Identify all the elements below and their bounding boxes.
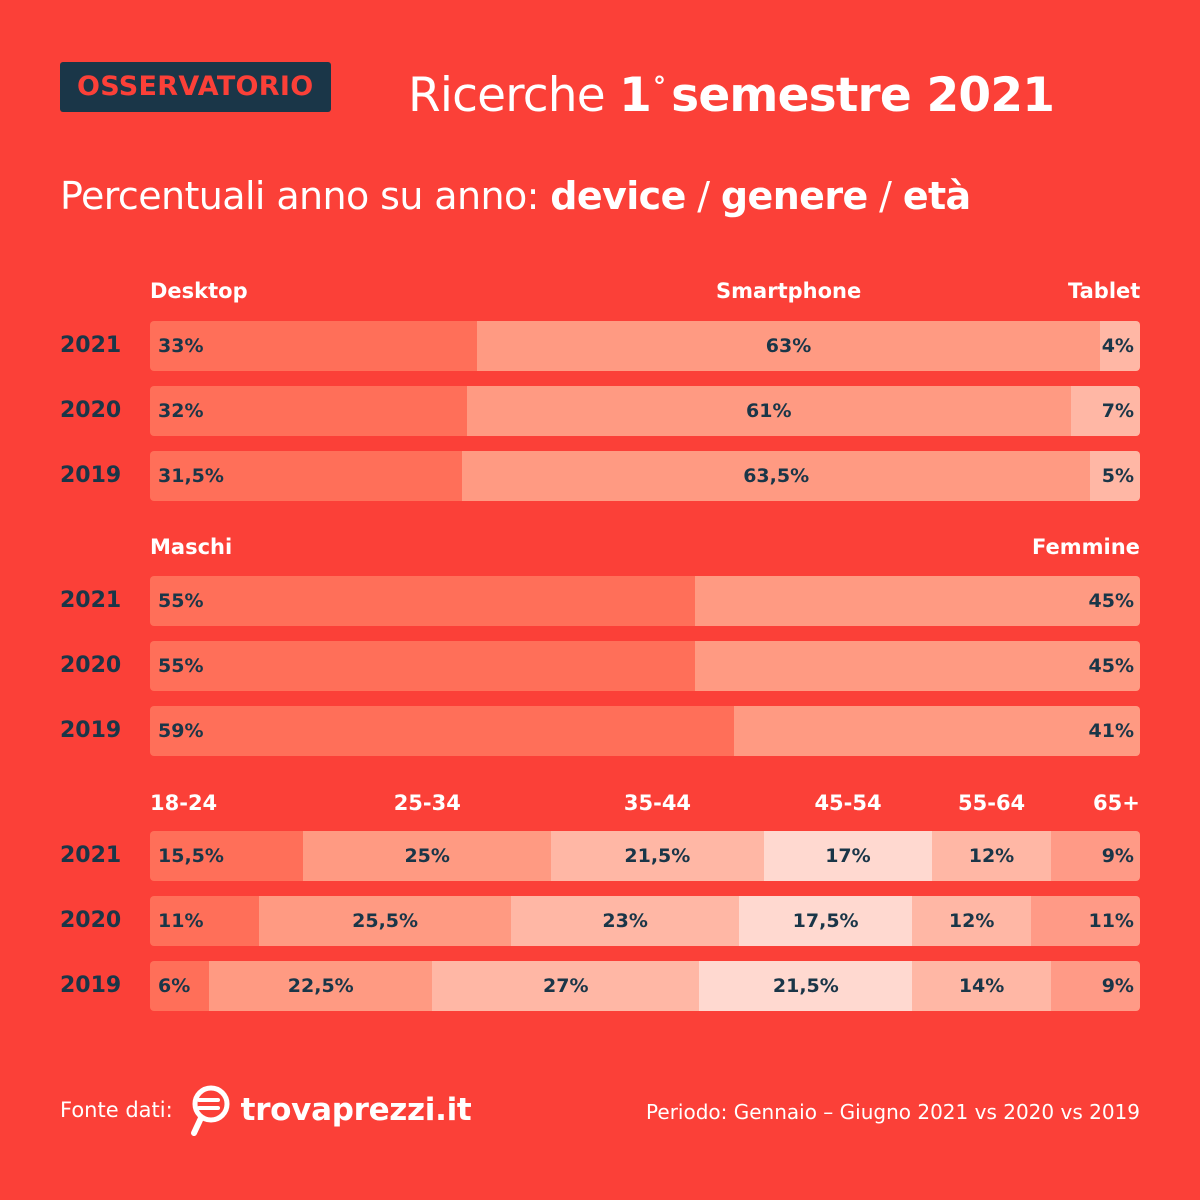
stacked-bar-1-2021: 33% 63% 4% bbox=[150, 321, 1140, 371]
subtitle-sep-2: / bbox=[879, 174, 892, 218]
stacked-bar-2-2020: 55% 45% bbox=[150, 641, 1140, 691]
year-label-2019: 2019 bbox=[60, 973, 122, 998]
page-title: Ricerche 1° semestre 2021 bbox=[408, 52, 1055, 123]
bar-segment-maschi-2019: 59% bbox=[150, 706, 735, 756]
bar-segment-18-24-2021: 15,5% bbox=[150, 831, 304, 881]
bar-segment-55-64-2021: 12% bbox=[932, 831, 1051, 881]
bar-segment-55-64-2020: 12% bbox=[912, 896, 1032, 946]
stacked-bar-3-2019: 6% 22,5% 27% 21,5% 14% 9% bbox=[150, 961, 1140, 1011]
year-label-2021: 2021 bbox=[60, 333, 122, 358]
bar-segment-tablet-2020: 7% bbox=[1070, 386, 1140, 436]
bar-segment-desktop-2020: 32% bbox=[150, 386, 467, 436]
bar-segment-65-2020: 11% bbox=[1031, 896, 1140, 946]
stacked-bar-2-2021: 55% 45% bbox=[150, 576, 1140, 626]
bar-segment-35-44-2021: 21,5% bbox=[550, 831, 764, 881]
bar-segment-18-24-2020: 11% bbox=[150, 896, 259, 946]
stacked-bar-2-2019: 59% 41% bbox=[150, 706, 1140, 756]
bar-segment-tablet-2021: 4% bbox=[1100, 321, 1140, 371]
subtitle-device: device bbox=[550, 174, 686, 218]
bar-segment-18-24-2019: 6% bbox=[150, 961, 210, 1011]
bar-segment-45-54-2020: 17,5% bbox=[739, 896, 913, 946]
legend-tablet: Tablet bbox=[1068, 279, 1141, 303]
bar-segment-45-54-2021: 17% bbox=[763, 831, 933, 881]
brand-name: trovaprezzi.it bbox=[240, 1092, 472, 1128]
legend-25-34: 25-34 bbox=[393, 791, 461, 815]
title-rest: semestre 2021 bbox=[671, 68, 1055, 123]
bar-segment-65-2021: 9% bbox=[1050, 831, 1140, 881]
bar-segment-35-44-2019: 27% bbox=[432, 961, 700, 1011]
bar-segment-55-64-2019: 14% bbox=[912, 961, 1051, 1011]
bar-segment-smartphone-2021: 63% bbox=[476, 321, 1101, 371]
subtitle-eta: età bbox=[902, 174, 971, 218]
bar-segment-65-2019: 9% bbox=[1050, 961, 1140, 1011]
stacked-bar-1-2019: 31,5% 63,5% 5% bbox=[150, 451, 1140, 501]
legend-55-64: 55-64 bbox=[958, 791, 1026, 815]
subtitle-genere: genere bbox=[720, 174, 868, 218]
year-label-2019: 2019 bbox=[60, 463, 122, 488]
year-label-2021: 2021 bbox=[60, 588, 122, 613]
legend-maschi: Maschi bbox=[150, 535, 233, 559]
legend-65: 65+ bbox=[1093, 791, 1140, 815]
trovaprezzi-logo-icon bbox=[190, 1085, 230, 1136]
year-label-2020: 2020 bbox=[60, 653, 122, 678]
subtitle-prefix: Percentuali anno su anno: bbox=[60, 174, 539, 218]
bar-segment-25-34-2020: 25,5% bbox=[258, 896, 512, 946]
bar-segment-femmine-2019: 41% bbox=[734, 706, 1140, 756]
title-degree: ° bbox=[652, 72, 666, 102]
legend-35-44: 35-44 bbox=[623, 791, 692, 815]
legend-desktop: Desktop bbox=[150, 279, 248, 303]
stacked-bar-1-2020: 32% 61% 7% bbox=[150, 386, 1140, 436]
year-label-2020: 2020 bbox=[60, 908, 122, 933]
bar-segment-desktop-2019: 31,5% bbox=[150, 451, 462, 501]
subtitle: Percentuali anno su anno: device / gener… bbox=[60, 166, 971, 226]
source-label: Fonte dati: bbox=[60, 1098, 173, 1122]
bar-segment-smartphone-2020: 61% bbox=[466, 386, 1071, 436]
stacked-bar-3-2020: 11% 25,5% 23% 17,5% 12% 11% bbox=[150, 896, 1140, 946]
bar-segment-femmine-2020: 45% bbox=[694, 641, 1140, 691]
bar-segment-35-44-2020: 23% bbox=[511, 896, 740, 946]
bar-segment-25-34-2021: 25% bbox=[303, 831, 551, 881]
osservatorio-badge: OSSERVATORIO bbox=[60, 62, 331, 112]
title-number: 1 bbox=[619, 68, 652, 123]
bar-segment-femmine-2021: 45% bbox=[694, 576, 1140, 626]
footer-source: Fonte dati: trovaprezzi.it bbox=[60, 1080, 472, 1140]
title-prefix: Ricerche bbox=[408, 68, 606, 123]
period-note: Periodo: Gennaio – Giugno 2021 vs 2020 v… bbox=[646, 1100, 1140, 1124]
bar-segment-45-54-2019: 21,5% bbox=[699, 961, 913, 1011]
header: OSSERVATORIO bbox=[60, 52, 331, 122]
legend-45-54: 45-54 bbox=[814, 791, 882, 815]
trovaprezzi-logo: trovaprezzi.it bbox=[189, 1080, 472, 1140]
bar-segment-maschi-2021: 55% bbox=[150, 576, 695, 626]
bar-segment-desktop-2021: 33% bbox=[150, 321, 477, 371]
subtitle-sep-1: / bbox=[697, 174, 710, 218]
year-label-2020: 2020 bbox=[60, 398, 122, 423]
bar-segment-maschi-2020: 55% bbox=[150, 641, 695, 691]
bar-segment-tablet-2019: 5% bbox=[1090, 451, 1140, 501]
bar-segment-smartphone-2019: 63,5% bbox=[461, 451, 1091, 501]
legend-18-24: 18-24 bbox=[150, 791, 218, 815]
legend-femmine: Femmine bbox=[1032, 535, 1140, 559]
legend-smartphone: Smartphone bbox=[716, 279, 862, 303]
year-label-2019: 2019 bbox=[60, 718, 122, 743]
year-label-2021: 2021 bbox=[60, 843, 122, 868]
bar-segment-25-34-2019: 22,5% bbox=[209, 961, 433, 1011]
stacked-bar-3-2021: 15,5% 25% 21,5% 17% 12% 9% bbox=[150, 831, 1140, 881]
